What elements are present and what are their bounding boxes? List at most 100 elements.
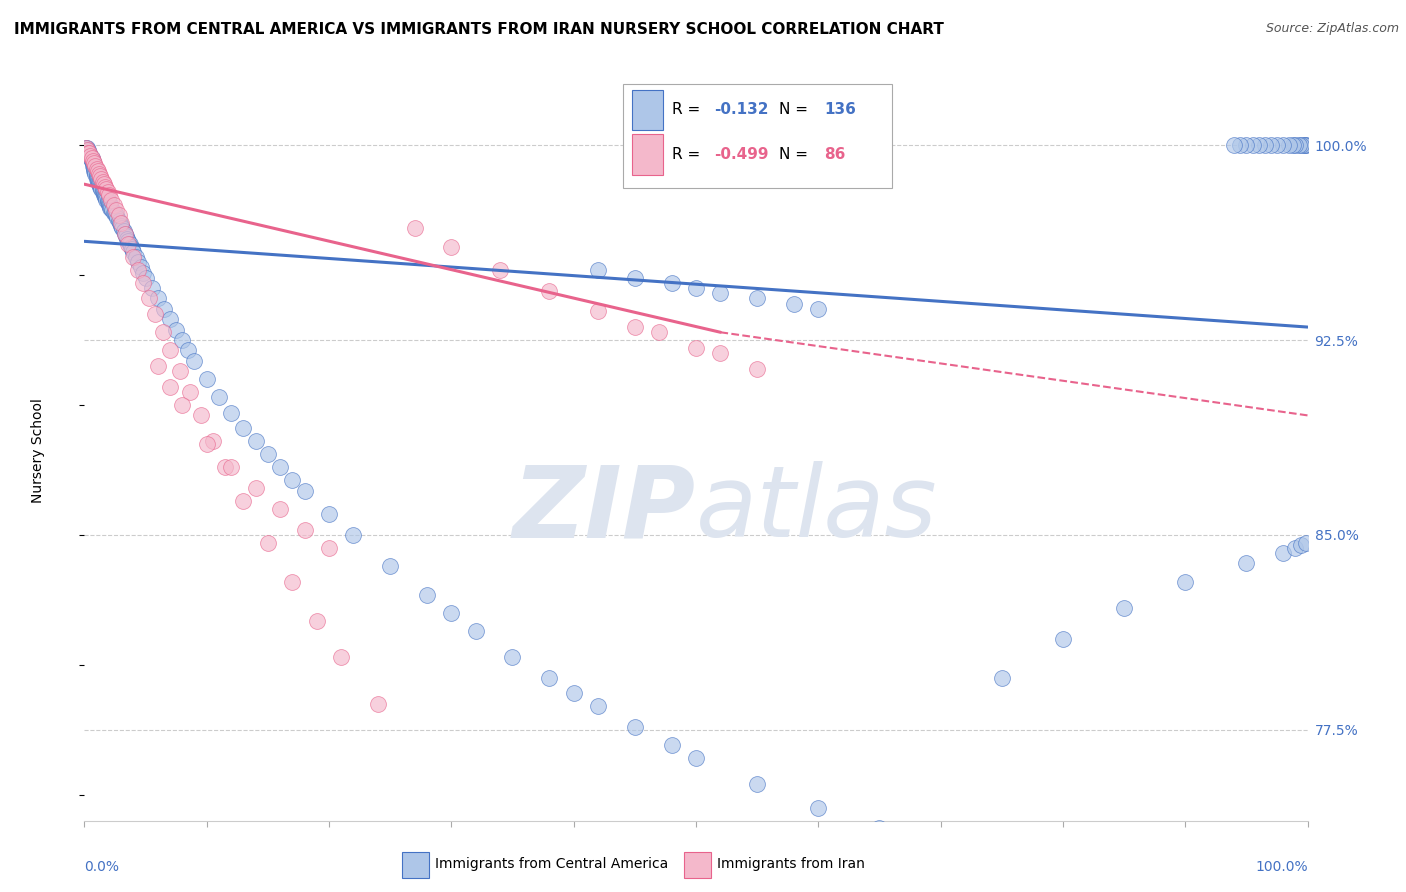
Point — [1295, 535, 1317, 549]
Point — [172, 333, 194, 347]
Point — [146, 359, 169, 373]
Point — [122, 250, 145, 264]
Point — [502, 650, 524, 665]
Point — [869, 822, 891, 836]
Point — [183, 354, 205, 368]
Point — [219, 406, 242, 420]
Point — [281, 473, 304, 487]
Point — [132, 276, 155, 290]
Point — [104, 206, 127, 220]
Point — [83, 159, 105, 173]
Point — [1292, 138, 1315, 153]
FancyBboxPatch shape — [633, 134, 664, 175]
Point — [138, 292, 160, 306]
Point — [94, 179, 117, 194]
Point — [1295, 138, 1317, 153]
Point — [97, 187, 120, 202]
Point — [489, 263, 512, 277]
Point — [87, 175, 110, 189]
Point — [117, 235, 139, 249]
Point — [586, 263, 609, 277]
Point — [87, 175, 110, 189]
Point — [1284, 541, 1306, 555]
Point — [86, 167, 108, 181]
Point — [107, 208, 129, 222]
Point — [105, 208, 128, 222]
Point — [97, 193, 120, 207]
Point — [177, 343, 200, 358]
Point — [76, 141, 98, 155]
Point — [318, 541, 340, 555]
Point — [79, 148, 101, 162]
Point — [624, 320, 647, 334]
Point — [1272, 546, 1295, 560]
Point — [97, 195, 120, 210]
Point — [77, 148, 100, 162]
Point — [807, 301, 830, 316]
Point — [190, 409, 212, 423]
Point — [709, 286, 731, 301]
Point — [83, 161, 105, 176]
Point — [146, 292, 169, 306]
Point — [1236, 557, 1258, 571]
Point — [929, 842, 952, 856]
Point — [86, 172, 108, 186]
Point — [129, 260, 152, 275]
Point — [93, 177, 115, 191]
Point — [747, 292, 769, 306]
FancyBboxPatch shape — [402, 852, 429, 878]
Point — [94, 187, 117, 202]
Point — [105, 211, 128, 225]
Text: ZIP: ZIP — [513, 461, 696, 558]
Point — [538, 671, 561, 685]
Point — [87, 164, 110, 178]
Point — [342, 528, 364, 542]
Point — [624, 270, 647, 285]
Point — [807, 800, 830, 814]
Point — [100, 201, 122, 215]
Point — [114, 227, 136, 241]
Point — [83, 156, 105, 170]
Point — [1052, 632, 1074, 646]
Point — [1291, 138, 1313, 153]
Point — [112, 224, 135, 238]
Point — [1241, 138, 1264, 153]
Point — [1288, 138, 1310, 153]
Point — [562, 686, 585, 700]
Text: 136: 136 — [824, 103, 856, 118]
Point — [648, 325, 671, 339]
Point — [367, 697, 389, 711]
Point — [91, 185, 114, 199]
Text: atlas: atlas — [696, 461, 938, 558]
Point — [91, 175, 114, 189]
Point — [79, 151, 101, 165]
Point — [115, 229, 138, 244]
Point — [77, 146, 100, 161]
Point — [159, 312, 181, 326]
Point — [586, 304, 609, 318]
Text: R =: R = — [672, 103, 704, 118]
Point — [127, 255, 149, 269]
Text: Immigrants from Iran: Immigrants from Iran — [717, 857, 865, 871]
Point — [159, 380, 181, 394]
Point — [103, 206, 125, 220]
Point — [90, 179, 112, 194]
Text: R =: R = — [672, 147, 704, 161]
Point — [103, 198, 125, 212]
Point — [114, 227, 136, 241]
Point — [97, 195, 120, 210]
Point — [93, 187, 115, 202]
Text: N =: N = — [779, 103, 813, 118]
Text: 100.0%: 100.0% — [1256, 860, 1308, 873]
FancyBboxPatch shape — [633, 89, 664, 130]
Point — [440, 239, 463, 253]
Point — [82, 153, 104, 168]
Point — [91, 182, 114, 196]
Point — [1284, 138, 1306, 153]
Point — [110, 219, 132, 233]
Point — [1282, 138, 1305, 153]
Point — [1260, 138, 1282, 153]
Point — [305, 614, 328, 628]
Point — [685, 751, 707, 765]
Point — [219, 460, 242, 475]
